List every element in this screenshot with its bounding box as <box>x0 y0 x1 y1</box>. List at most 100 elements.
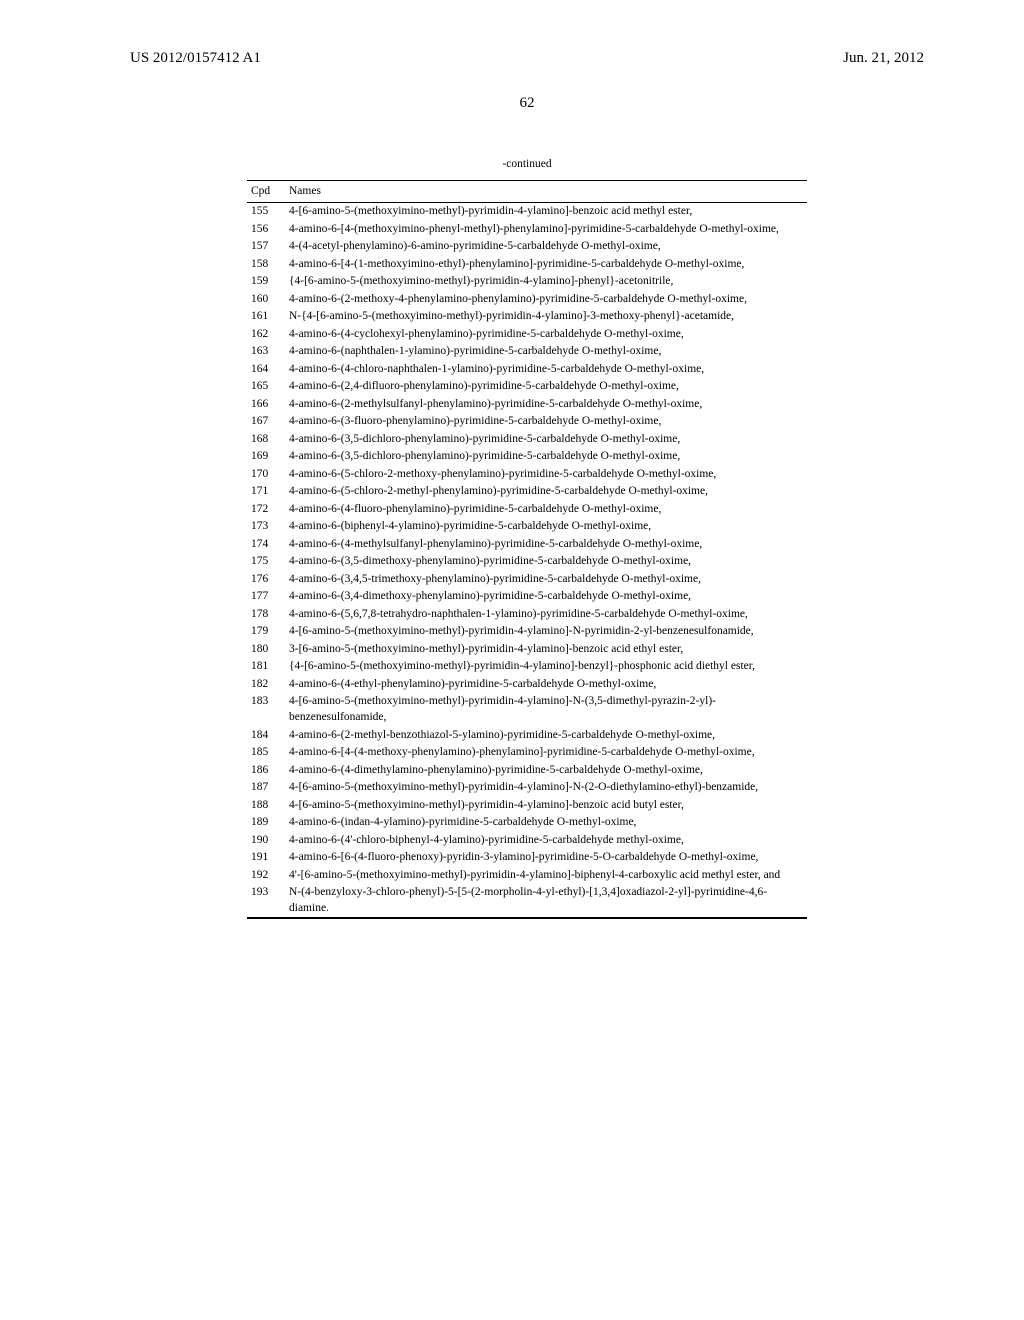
table-row: 159{4-[6-amino-5-(methoxyimino-methyl)-p… <box>247 273 807 291</box>
cpd-number: 193 <box>247 884 285 918</box>
cpd-name: 4-[6-amino-5-(methoxyimino-methyl)-pyrim… <box>285 797 807 815</box>
cpd-number: 163 <box>247 343 285 361</box>
cpd-number: 168 <box>247 431 285 449</box>
table-row: 193N-(4-benzyloxy-3-chloro-phenyl)-5-[5-… <box>247 884 807 918</box>
cpd-number: 181 <box>247 658 285 676</box>
cpd-number: 159 <box>247 273 285 291</box>
cpd-name: 4-amino-6-(4-cyclohexyl-phenylamino)-pyr… <box>285 326 807 344</box>
col-cpd: Cpd <box>247 180 285 203</box>
cpd-number: 183 <box>247 693 285 726</box>
cpd-number: 165 <box>247 378 285 396</box>
table-row: 1634-amino-6-(naphthalen-1-ylamino)-pyri… <box>247 343 807 361</box>
cpd-number: 157 <box>247 238 285 256</box>
cpd-number: 176 <box>247 571 285 589</box>
cpd-number: 192 <box>247 867 285 885</box>
cpd-name: 4-amino-6-(2-methoxy-4-phenylamino-pheny… <box>285 291 807 309</box>
cpd-name: 4-amino-6-(3,5-dichloro-phenylamino)-pyr… <box>285 431 807 449</box>
cpd-number: 169 <box>247 448 285 466</box>
cpd-number: 178 <box>247 606 285 624</box>
cpd-number: 182 <box>247 676 285 694</box>
table-row: 1774-amino-6-(3,4-dimethoxy-phenylamino)… <box>247 588 807 606</box>
cpd-name: 4-amino-6-(3,4-dimethoxy-phenylamino)-py… <box>285 588 807 606</box>
cpd-name: 4-amino-6-[6-(4-fluoro-phenoxy)-pyridin-… <box>285 849 807 867</box>
cpd-number: 167 <box>247 413 285 431</box>
cpd-name: 4-amino-6-(4'-chloro-biphenyl-4-ylamino)… <box>285 832 807 850</box>
compound-table: Cpd Names 1554-[6-amino-5-(methoxyimino-… <box>247 180 807 920</box>
cpd-number: 174 <box>247 536 285 554</box>
cpd-name: 4-amino-6-(naphthalen-1-ylamino)-pyrimid… <box>285 343 807 361</box>
cpd-name: 4-amino-6-[4-(methoxyimino-phenyl-methyl… <box>285 221 807 239</box>
page-number: 62 <box>130 95 924 112</box>
cpd-number: 191 <box>247 849 285 867</box>
cpd-number: 177 <box>247 588 285 606</box>
col-names: Names <box>285 180 807 203</box>
cpd-name: 3-[6-amino-5-(methoxyimino-methyl)-pyrim… <box>285 641 807 659</box>
cpd-name: N-{4-[6-amino-5-(methoxyimino-methyl)-py… <box>285 308 807 326</box>
table-row: 1704-amino-6-(5-chloro-2-methoxy-phenyla… <box>247 466 807 484</box>
cpd-name: 4-amino-6-(indan-4-ylamino)-pyrimidine-5… <box>285 814 807 832</box>
table-header-row: Cpd Names <box>247 180 807 203</box>
cpd-name: {4-[6-amino-5-(methoxyimino-methyl)-pyri… <box>285 658 807 676</box>
doc-date: Jun. 21, 2012 <box>843 50 924 67</box>
cpd-number: 170 <box>247 466 285 484</box>
patent-page: US 2012/0157412 A1 Jun. 21, 2012 62 -con… <box>0 0 1024 969</box>
cpd-number: 156 <box>247 221 285 239</box>
cpd-name: 4-[6-amino-5-(methoxyimino-methyl)-pyrim… <box>285 693 807 726</box>
cpd-number: 180 <box>247 641 285 659</box>
table-row: 1694-amino-6-(3,5-dichloro-phenylamino)-… <box>247 448 807 466</box>
table-row: 161N-{4-[6-amino-5-(methoxyimino-methyl)… <box>247 308 807 326</box>
cpd-number: 161 <box>247 308 285 326</box>
table-row: 1724-amino-6-(4-fluoro-phenylamino)-pyri… <box>247 501 807 519</box>
table-row: 1844-amino-6-(2-methyl-benzothiazol-5-yl… <box>247 727 807 745</box>
continued-label: -continued <box>247 157 807 173</box>
cpd-name: 4-[6-amino-5-(methoxyimino-methyl)-pyrim… <box>285 203 807 221</box>
table-row: 1803-[6-amino-5-(methoxyimino-methyl)-py… <box>247 641 807 659</box>
page-header: US 2012/0157412 A1 Jun. 21, 2012 <box>130 50 924 67</box>
cpd-number: 160 <box>247 291 285 309</box>
cpd-number: 188 <box>247 797 285 815</box>
table-row: 1714-amino-6-(5-chloro-2-methyl-phenylam… <box>247 483 807 501</box>
table-row: 1644-amino-6-(4-chloro-naphthalen-1-ylam… <box>247 361 807 379</box>
cpd-number: 184 <box>247 727 285 745</box>
cpd-number: 189 <box>247 814 285 832</box>
cpd-number: 187 <box>247 779 285 797</box>
table-row: 1604-amino-6-(2-methoxy-4-phenylamino-ph… <box>247 291 807 309</box>
cpd-name: 4-amino-6-(2-methylsulfanyl-phenylamino)… <box>285 396 807 414</box>
cpd-name: 4-amino-6-[4-(4-methoxy-phenylamino)-phe… <box>285 744 807 762</box>
table-row: 1784-amino-6-(5,6,7,8-tetrahydro-naphtha… <box>247 606 807 624</box>
cpd-name: 4-amino-6-(4-fluoro-phenylamino)-pyrimid… <box>285 501 807 519</box>
table-row: 1734-amino-6-(biphenyl-4-ylamino)-pyrimi… <box>247 518 807 536</box>
table-row: 1584-amino-6-[4-(1-methoxyimino-ethyl)-p… <box>247 256 807 274</box>
cpd-name: 4-amino-6-(3,4,5-trimethoxy-phenylamino)… <box>285 571 807 589</box>
table-row: 1894-amino-6-(indan-4-ylamino)-pyrimidin… <box>247 814 807 832</box>
cpd-name: 4-amino-6-(3-fluoro-phenylamino)-pyrimid… <box>285 413 807 431</box>
table-row: 1554-[6-amino-5-(methoxyimino-methyl)-py… <box>247 203 807 221</box>
doc-number: US 2012/0157412 A1 <box>130 50 261 67</box>
table-row: 1624-amino-6-(4-cyclohexyl-phenylamino)-… <box>247 326 807 344</box>
table-row: 1764-amino-6-(3,4,5-trimethoxy-phenylami… <box>247 571 807 589</box>
cpd-number: 162 <box>247 326 285 344</box>
table-row: 1854-amino-6-[4-(4-methoxy-phenylamino)-… <box>247 744 807 762</box>
cpd-name: 4-amino-6-[4-(1-methoxyimino-ethyl)-phen… <box>285 256 807 274</box>
cpd-name: 4-amino-6-(4-ethyl-phenylamino)-pyrimidi… <box>285 676 807 694</box>
cpd-name: 4'-[6-amino-5-(methoxyimino-methyl)-pyri… <box>285 867 807 885</box>
cpd-number: 172 <box>247 501 285 519</box>
cpd-name: 4-amino-6-(2-methyl-benzothiazol-5-ylami… <box>285 727 807 745</box>
table-row: 1834-[6-amino-5-(methoxyimino-methyl)-py… <box>247 693 807 726</box>
table-row: 1574-(4-acetyl-phenylamino)-6-amino-pyri… <box>247 238 807 256</box>
cpd-name: 4-amino-6-(3,5-dichloro-phenylamino)-pyr… <box>285 448 807 466</box>
table-row: 1874-[6-amino-5-(methoxyimino-methyl)-py… <box>247 779 807 797</box>
cpd-name: 4-amino-6-(5-chloro-2-methyl-phenylamino… <box>285 483 807 501</box>
cpd-name: 4-amino-6-(biphenyl-4-ylamino)-pyrimidin… <box>285 518 807 536</box>
cpd-number: 175 <box>247 553 285 571</box>
cpd-name: N-(4-benzyloxy-3-chloro-phenyl)-5-[5-(2-… <box>285 884 807 918</box>
cpd-name: 4-amino-6-(4-chloro-naphthalen-1-ylamino… <box>285 361 807 379</box>
cpd-number: 173 <box>247 518 285 536</box>
table-row: 1924'-[6-amino-5-(methoxyimino-methyl)-p… <box>247 867 807 885</box>
cpd-name: 4-amino-6-(2,4-difluoro-phenylamino)-pyr… <box>285 378 807 396</box>
cpd-name: 4-amino-6-(4-methylsulfanyl-phenylamino)… <box>285 536 807 554</box>
table-row: 1904-amino-6-(4'-chloro-biphenyl-4-ylami… <box>247 832 807 850</box>
cpd-number: 158 <box>247 256 285 274</box>
cpd-name: 4-amino-6-(5,6,7,8-tetrahydro-naphthalen… <box>285 606 807 624</box>
table-row: 1754-amino-6-(3,5-dimethoxy-phenylamino)… <box>247 553 807 571</box>
